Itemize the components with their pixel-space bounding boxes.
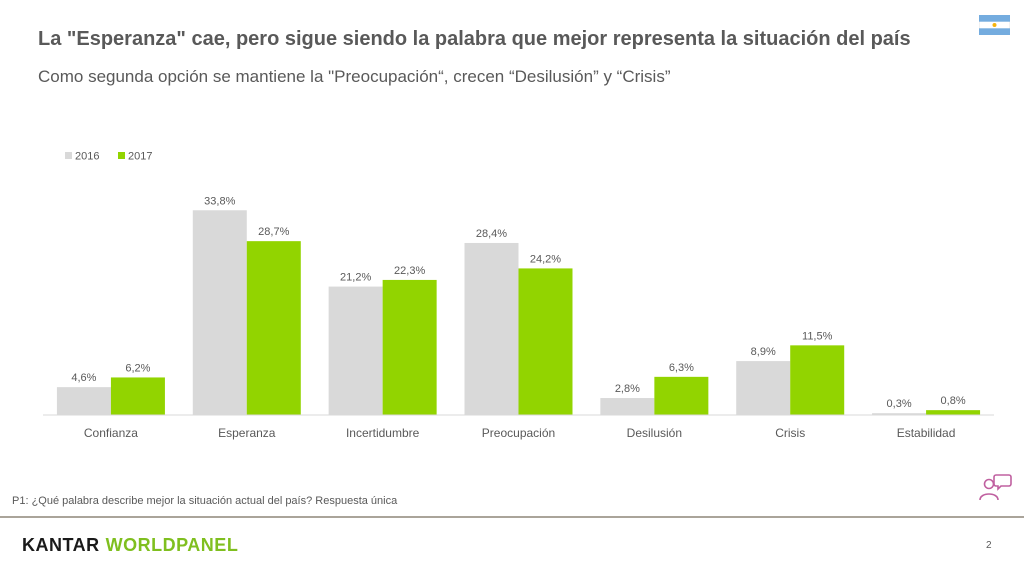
x-tick-label-6: Estabilidad [897, 426, 956, 440]
data-label-2016-3: 28,4% [476, 228, 507, 240]
chart-legend: 2016 2017 [65, 151, 152, 163]
bar-chart: 2016 2017 4,6% 6,2% 33,8% 28,7% 21,2% 22,3% 28,… [43, 151, 994, 440]
bar-2016-6 [872, 413, 927, 415]
bar-2017-5 [790, 345, 845, 415]
footer-divider [0, 516, 1024, 518]
data-label-2016-4: 2,8% [615, 383, 640, 395]
data-label-2016-0: 4,6% [71, 372, 96, 384]
page-subtitle: Como segunda opción se mantiene la "Preo… [38, 67, 671, 86]
chart-bars: 4,6% 6,2% 33,8% 28,7% 21,2% 22,3% 28,4% 24,2% 2,… [56, 195, 981, 415]
data-label-2017-6: 0,8% [941, 395, 966, 407]
bar-2017-0 [110, 377, 165, 415]
x-tick-label-5: Crisis [775, 426, 805, 440]
data-label-2016-2: 21,2% [340, 272, 371, 284]
bar-2016-5 [736, 361, 791, 415]
bar-2017-3 [518, 268, 573, 415]
legend-swatch-2017 [118, 152, 125, 159]
data-label-2016-5: 8,9% [751, 346, 776, 358]
bar-2016-0 [56, 387, 111, 415]
footnote: P1: ¿Qué palabra describe mejor la situa… [12, 495, 398, 507]
legend-label-2016: 2016 [75, 151, 99, 163]
bar-2016-1 [192, 210, 247, 415]
bar-2017-4 [654, 376, 709, 415]
data-label-2017-4: 6,3% [669, 362, 694, 374]
bar-2017-6 [926, 410, 981, 415]
bar-2016-3 [464, 242, 519, 415]
kantar-worldpanel-logo: KANTAR WORLDPANEL [22, 535, 238, 556]
page-title: La "Esperanza" cae, pero sigue siendo la… [38, 28, 911, 50]
x-tick-label-4: Desilusión [627, 426, 682, 440]
legend-swatch-2016 [65, 152, 72, 159]
data-label-2017-5: 11,5% [802, 330, 833, 342]
bar-2017-1 [246, 241, 301, 415]
data-label-2016-1: 33,8% [204, 195, 235, 207]
x-tick-label-1: Esperanza [218, 426, 276, 440]
legend-label-2017: 2017 [128, 151, 152, 163]
bar-2017-2 [382, 279, 437, 415]
data-label-2016-6: 0,3% [887, 398, 912, 410]
logo-part-kantar: KANTAR [22, 535, 100, 555]
x-axis-labels: Confianza Esperanza Incertidumbre Preocupac… [84, 426, 956, 440]
x-tick-label-2: Incertidumbre [346, 426, 420, 440]
logo-part-worldpanel: WORLDPANEL [105, 535, 239, 555]
x-tick-label-3: Preocupación [482, 426, 555, 440]
bar-2016-4 [600, 398, 655, 415]
data-label-2017-1: 28,7% [258, 226, 289, 238]
data-label-2017-2: 22,3% [394, 265, 425, 277]
data-label-2017-0: 6,2% [125, 362, 150, 374]
argentina-flag-icon [979, 15, 1010, 35]
page-number: 2 [986, 540, 992, 551]
data-label-2017-3: 24,2% [530, 253, 561, 265]
bar-2016-2 [328, 286, 383, 415]
people-chat-icon [979, 474, 1012, 501]
x-tick-label-0: Confianza [84, 426, 138, 440]
